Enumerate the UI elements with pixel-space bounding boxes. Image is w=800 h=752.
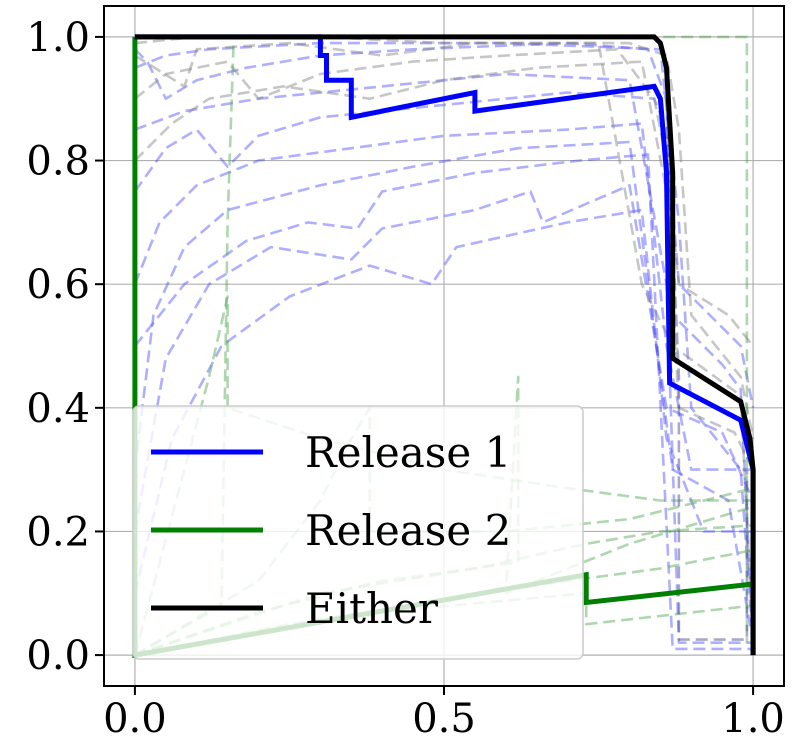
release-1-line [134, 34, 756, 656]
background-curve [133, 91, 755, 409]
y-tick-label: 0.2 [26, 509, 90, 555]
legend: Release 1 Release 2 Either [132, 405, 584, 660]
y-tick-label: 0.4 [26, 386, 90, 432]
legend-label: Release 1 [305, 428, 511, 477]
y-tick-label: 0.0 [26, 633, 90, 679]
x-tick-label: 0.5 [412, 696, 476, 742]
background-curve [133, 153, 754, 651]
background-curve [133, 41, 755, 643]
background-curve [134, 41, 755, 643]
y-tick-label: 0.6 [26, 262, 90, 308]
background-curve [134, 35, 755, 439]
legend-item-either: Either [151, 584, 439, 633]
legend-box [132, 405, 584, 660]
background-curve [133, 184, 755, 532]
legend-label: Either [305, 584, 439, 633]
y-tick-label: 1.0 [26, 15, 90, 61]
x-tick-label: 1.0 [721, 696, 785, 742]
y-tick-label: 0.8 [26, 139, 90, 185]
background-curve [133, 60, 755, 471]
legend-label: Release 2 [305, 506, 511, 555]
background-curve [133, 208, 754, 594]
x-tick-label: 0.0 [103, 696, 167, 742]
legend-item-release-1: Release 1 [151, 428, 511, 477]
legend-item-release-2: Release 2 [151, 506, 511, 555]
background-curve [134, 72, 754, 644]
either-line [134, 34, 756, 656]
axis-ticks: 0.0 0.5 1.0 0.0 0.2 0.4 0.6 0.8 1.0 [26, 15, 785, 742]
background-curve [133, 140, 755, 643]
background-curve [134, 48, 755, 347]
